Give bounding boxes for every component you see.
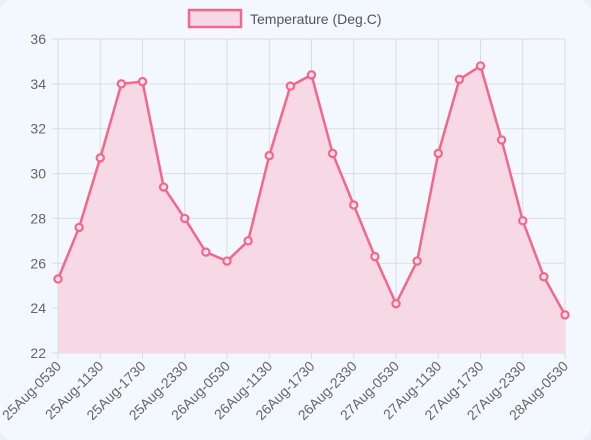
legend-label[interactable]: Temperature (Deg.C) [250, 11, 382, 27]
data-point[interactable] [433, 148, 443, 159]
data-point[interactable] [158, 182, 169, 192]
data-point[interactable] [539, 272, 549, 282]
data-point[interactable] [137, 76, 148, 87]
data-point[interactable] [327, 148, 338, 159]
data-points [53, 61, 570, 320]
y-tick-label: 36 [30, 31, 46, 47]
data-point[interactable] [180, 213, 190, 224]
data-point[interactable] [454, 74, 465, 85]
legend[interactable]: Temperature (Deg.C) [187, 8, 382, 29]
data-point[interactable] [475, 61, 486, 71]
data-point[interactable] [201, 247, 211, 257]
data-point[interactable] [518, 215, 528, 226]
data-point[interactable] [74, 222, 84, 233]
y-tick-label: 22 [30, 345, 46, 361]
series-area [58, 65, 565, 353]
area-fill [58, 65, 565, 353]
data-point[interactable] [285, 81, 296, 91]
y-tick-label: 30 [30, 166, 46, 182]
data-point[interactable] [116, 79, 127, 89]
x-axis-ticks: 25Aug-053025Aug-113025Aug-173025Aug-2330… [0, 358, 571, 423]
data-point[interactable] [306, 70, 317, 80]
data-point[interactable] [222, 256, 232, 266]
data-point[interactable] [496, 135, 507, 145]
data-point[interactable] [243, 236, 253, 246]
data-point[interactable] [560, 310, 570, 320]
y-tick-label: 26 [30, 255, 46, 271]
y-tick-label: 34 [30, 76, 46, 92]
y-tick-label: 32 [30, 121, 46, 137]
data-point[interactable] [370, 251, 380, 262]
legend-swatch[interactable] [187, 8, 243, 29]
y-tick-label: 24 [30, 300, 46, 316]
data-point[interactable] [53, 274, 63, 284]
data-point[interactable] [95, 153, 105, 163]
data-point[interactable] [391, 298, 401, 309]
y-tick-label: 28 [30, 210, 46, 226]
y-axis-ticks: 22 24 26 28 30 32 34 36 [30, 31, 46, 361]
data-point[interactable] [349, 200, 359, 210]
data-point[interactable] [412, 256, 422, 266]
data-point[interactable] [264, 150, 274, 161]
